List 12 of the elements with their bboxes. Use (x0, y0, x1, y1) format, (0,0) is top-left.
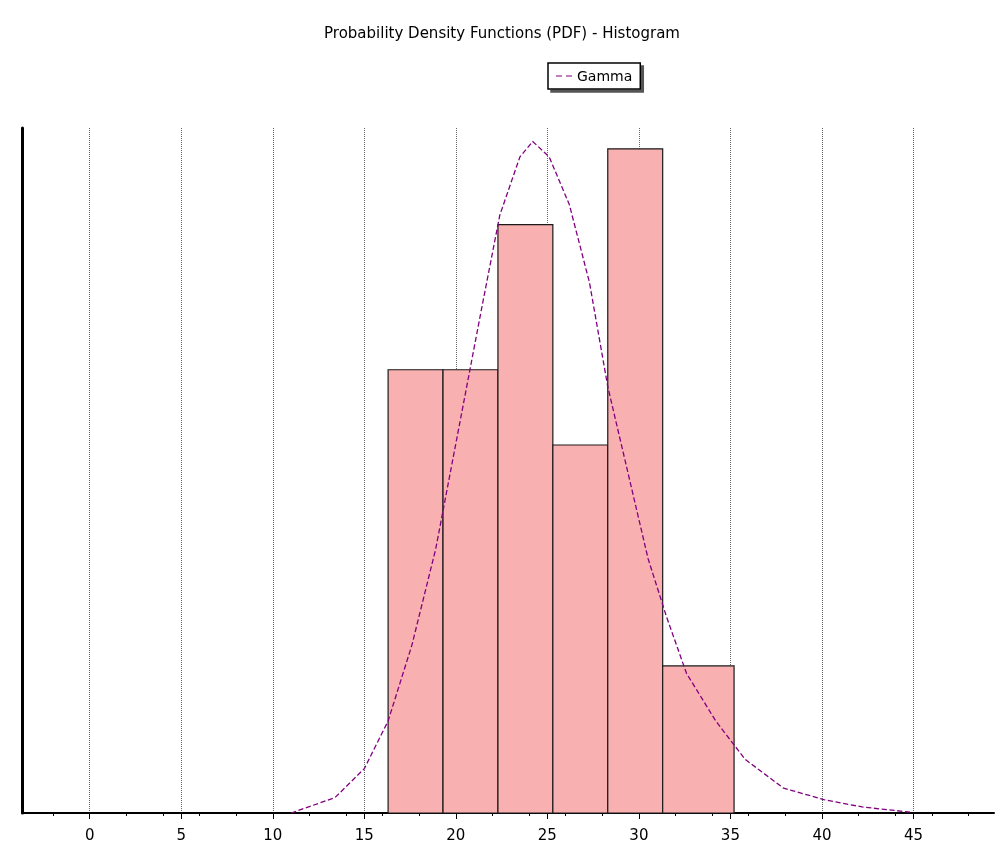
x-tick-label: 5 (176, 825, 187, 844)
x-tick-label: 45 (903, 825, 923, 844)
x-tick-label: 20 (446, 825, 466, 844)
x-tick-label: 30 (629, 825, 649, 844)
legend-label: Gamma (577, 68, 633, 84)
x-tick-label: 40 (812, 825, 832, 844)
x-tick-label: 35 (720, 825, 740, 844)
x-tick-label: 15 (354, 825, 374, 844)
x-tick-label: 25 (537, 825, 557, 844)
x-tick-label: 0 (84, 825, 95, 844)
x-tick-label: 10 (263, 825, 283, 844)
chart-title: Probability Density Functions (PDF) - Histogram (324, 23, 680, 42)
